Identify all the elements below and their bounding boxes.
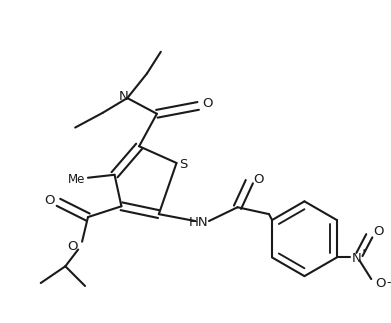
Text: O: O — [44, 194, 55, 207]
Text: N: N — [118, 89, 128, 103]
Text: -: - — [387, 276, 391, 289]
Text: Me: Me — [68, 173, 85, 186]
Text: N: N — [352, 252, 361, 265]
Text: O: O — [373, 225, 384, 238]
Text: S: S — [179, 159, 188, 172]
Text: •: • — [362, 247, 367, 256]
Text: O: O — [67, 240, 77, 253]
Text: O: O — [202, 98, 212, 110]
Text: O: O — [253, 173, 264, 186]
Text: O: O — [375, 276, 386, 289]
Text: HN: HN — [188, 216, 208, 230]
